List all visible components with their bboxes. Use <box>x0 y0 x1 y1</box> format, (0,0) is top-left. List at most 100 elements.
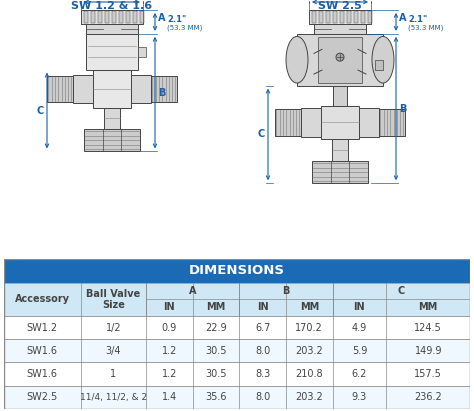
Text: B: B <box>283 286 290 296</box>
Text: B: B <box>399 104 406 113</box>
Text: MM: MM <box>419 302 438 312</box>
Bar <box>332 139 348 161</box>
Bar <box>4 363 470 386</box>
Text: 1.4: 1.4 <box>162 393 177 402</box>
Bar <box>312 161 368 183</box>
Text: 35.6: 35.6 <box>205 393 227 402</box>
Bar <box>4 316 470 339</box>
Text: 1/2: 1/2 <box>106 323 121 332</box>
Text: Accessory: Accessory <box>15 294 70 305</box>
Text: 2.1": 2.1" <box>408 16 427 24</box>
Text: (53.3 MM): (53.3 MM) <box>408 25 443 31</box>
Bar <box>297 34 383 85</box>
Text: 170.2: 170.2 <box>295 323 323 332</box>
Text: SW2.5: SW2.5 <box>27 393 58 402</box>
Text: SW1.2: SW1.2 <box>27 323 58 332</box>
Bar <box>151 76 177 102</box>
Text: 210.8: 210.8 <box>295 369 323 379</box>
Text: 2.1": 2.1" <box>167 16 186 24</box>
Bar <box>126 11 130 23</box>
Bar <box>86 24 138 34</box>
Text: C: C <box>258 129 265 139</box>
Bar <box>312 11 316 23</box>
Bar <box>333 11 337 23</box>
Text: SW 1.2 & 1.6: SW 1.2 & 1.6 <box>72 1 153 11</box>
Bar <box>104 108 120 129</box>
Bar <box>133 11 137 23</box>
Bar <box>318 37 362 83</box>
Bar <box>4 258 470 283</box>
Bar <box>91 11 95 23</box>
Text: 30.5: 30.5 <box>205 346 227 356</box>
Text: IN: IN <box>354 302 365 312</box>
Bar <box>347 11 351 23</box>
Bar <box>314 24 366 34</box>
Text: 8.3: 8.3 <box>255 369 270 379</box>
Text: IN: IN <box>257 302 268 312</box>
Bar <box>73 75 93 103</box>
Text: 1: 1 <box>110 369 117 379</box>
Text: 203.2: 203.2 <box>295 346 323 356</box>
Text: DIMENSIONS: DIMENSIONS <box>189 264 285 277</box>
Bar <box>105 11 109 23</box>
Text: 236.2: 236.2 <box>414 393 442 402</box>
Text: 6.2: 6.2 <box>352 369 367 379</box>
Text: IN: IN <box>164 302 175 312</box>
Bar <box>81 10 143 24</box>
Bar <box>4 339 470 363</box>
Bar <box>319 11 323 23</box>
Text: A: A <box>189 286 196 296</box>
Text: 8.0: 8.0 <box>255 346 270 356</box>
Bar <box>4 283 470 316</box>
Text: 124.5: 124.5 <box>414 323 442 332</box>
Bar <box>140 11 144 23</box>
Text: 157.5: 157.5 <box>414 369 442 379</box>
Bar <box>379 109 405 136</box>
Text: SW1.6: SW1.6 <box>27 346 58 356</box>
Bar <box>84 11 88 23</box>
Ellipse shape <box>336 53 344 61</box>
Text: 22.9: 22.9 <box>205 323 227 332</box>
Bar <box>321 106 359 139</box>
Bar <box>93 70 131 108</box>
Ellipse shape <box>286 37 308 83</box>
Bar <box>333 85 347 106</box>
Text: 6.7: 6.7 <box>255 323 270 332</box>
Bar <box>354 11 358 23</box>
Bar <box>47 76 73 102</box>
Text: A: A <box>158 13 165 23</box>
Bar <box>112 11 116 23</box>
Text: 1.2: 1.2 <box>162 346 177 356</box>
Bar <box>275 109 301 136</box>
Text: A: A <box>399 13 407 23</box>
Text: 1.2: 1.2 <box>162 369 177 379</box>
Bar <box>375 60 383 70</box>
Text: 30.5: 30.5 <box>205 369 227 379</box>
Text: B: B <box>158 88 165 97</box>
Bar <box>368 11 372 23</box>
Text: SW 2.5: SW 2.5 <box>318 1 362 11</box>
Text: C: C <box>398 286 405 296</box>
Text: 203.2: 203.2 <box>295 393 323 402</box>
Text: C: C <box>37 106 44 115</box>
Bar <box>340 11 344 23</box>
Text: MM: MM <box>206 302 226 312</box>
Bar <box>138 47 146 57</box>
Text: Ball Valve
Size: Ball Valve Size <box>86 289 140 310</box>
Bar <box>86 34 138 70</box>
Text: 11/4, 11/2, & 2: 11/4, 11/2, & 2 <box>80 393 147 402</box>
Text: 4.9: 4.9 <box>352 323 367 332</box>
Bar <box>301 108 321 137</box>
Text: 8.0: 8.0 <box>255 393 270 402</box>
Text: (53.3 MM): (53.3 MM) <box>167 25 202 31</box>
Ellipse shape <box>372 37 394 83</box>
Bar <box>131 75 151 103</box>
Bar <box>309 10 371 24</box>
Bar <box>326 11 330 23</box>
Text: 9.3: 9.3 <box>352 393 367 402</box>
Text: 149.9: 149.9 <box>414 346 442 356</box>
Text: SW1.6: SW1.6 <box>27 369 58 379</box>
Bar <box>4 386 470 409</box>
Bar <box>84 129 140 151</box>
Bar <box>359 108 379 137</box>
